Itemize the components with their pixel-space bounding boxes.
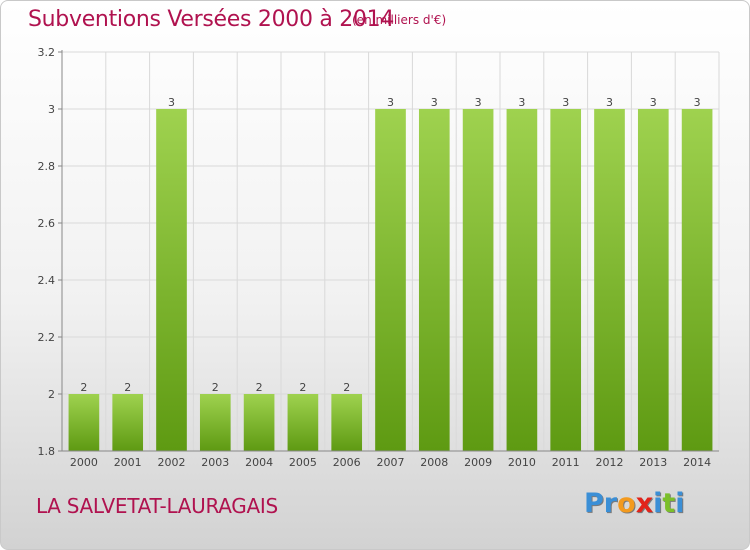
bar-2014[interactable] bbox=[681, 109, 713, 451]
data-label-2006: 2 bbox=[343, 381, 350, 394]
bar-2009[interactable] bbox=[462, 109, 494, 451]
data-label-2014: 3 bbox=[694, 96, 701, 109]
axes bbox=[58, 50, 719, 452]
bar-2003[interactable] bbox=[199, 394, 231, 451]
x-tick-label: 2002 bbox=[158, 456, 186, 469]
bar-2007[interactable] bbox=[375, 109, 406, 451]
x-tick-label: 2007 bbox=[377, 456, 405, 469]
x-tick-label: 2001 bbox=[114, 456, 142, 469]
y-tick-label: 2.8 bbox=[38, 160, 56, 173]
x-tick-label: 2009 bbox=[464, 456, 492, 469]
chart-title: Subventions Versées 2000 à 2014 bbox=[28, 7, 395, 32]
x-tick-label: 2000 bbox=[70, 456, 98, 469]
data-label-2004: 2 bbox=[256, 381, 263, 394]
logo-letter: r bbox=[603, 488, 618, 519]
y-tick-label: 2.4 bbox=[38, 274, 56, 287]
data-label-2013: 3 bbox=[650, 96, 657, 109]
logo-letter: x bbox=[635, 488, 654, 519]
y-tick-label: 3.2 bbox=[38, 46, 56, 59]
data-label-2010: 3 bbox=[518, 96, 525, 109]
data-label-2003: 2 bbox=[212, 381, 219, 394]
bar-2013[interactable] bbox=[637, 109, 669, 451]
chart-unit-subtitle: (en milliers d'€) bbox=[352, 13, 447, 27]
x-tick-label: 2004 bbox=[245, 456, 273, 469]
bar-2005[interactable] bbox=[287, 394, 319, 451]
x-tick-label: 2010 bbox=[508, 456, 536, 469]
bar-2008[interactable] bbox=[418, 109, 450, 451]
logo-letter: P bbox=[584, 488, 604, 519]
bar-2012[interactable] bbox=[594, 109, 625, 451]
x-tick-label: 2005 bbox=[289, 456, 317, 469]
x-tick-label: 2006 bbox=[333, 456, 361, 469]
x-tick-label: 2013 bbox=[639, 456, 667, 469]
bar-2011[interactable] bbox=[550, 109, 582, 451]
bar-2001[interactable] bbox=[112, 394, 144, 451]
logo-letter: o bbox=[617, 488, 636, 519]
x-tick-label: 2011 bbox=[552, 456, 580, 469]
y-tick-label: 2.2 bbox=[38, 331, 56, 344]
data-label-2005: 2 bbox=[299, 381, 306, 394]
x-tick-label: 2014 bbox=[683, 456, 711, 469]
data-label-2009: 3 bbox=[475, 96, 482, 109]
y-tick-label: 3 bbox=[48, 103, 55, 116]
x-tick-label: 2008 bbox=[420, 456, 448, 469]
bar-2010[interactable] bbox=[506, 109, 538, 451]
y-tick-label: 1.8 bbox=[38, 445, 56, 458]
data-label-2000: 2 bbox=[80, 381, 87, 394]
data-label-2008: 3 bbox=[431, 96, 438, 109]
y-tick-label: 2 bbox=[48, 388, 55, 401]
x-tick-label: 2012 bbox=[596, 456, 624, 469]
commune-name: LA SALVETAT-LAURAGAIS bbox=[36, 494, 278, 518]
data-label-2001: 2 bbox=[124, 381, 131, 394]
bar-2002[interactable] bbox=[156, 109, 187, 451]
logo-letter: i bbox=[653, 488, 663, 519]
data-label-2012: 3 bbox=[606, 96, 613, 109]
labels: 1.8 2 2.2 2.4 2.6 2.8 3 3.2 2 2000 2 2001 3 2002 2 2003… bbox=[38, 46, 712, 469]
x-tick-label: 2003 bbox=[201, 456, 229, 469]
data-label-2007: 3 bbox=[387, 96, 394, 109]
data-label-2011: 3 bbox=[562, 96, 569, 109]
logo-letter: i bbox=[675, 488, 685, 519]
bars bbox=[68, 109, 713, 451]
proxiti-logo[interactable]: Proxiti bbox=[584, 488, 685, 519]
logo-letter: t bbox=[662, 488, 676, 519]
y-tick-label: 2.6 bbox=[38, 217, 56, 230]
data-label-2002: 3 bbox=[168, 96, 175, 109]
bar-2006[interactable] bbox=[331, 394, 363, 451]
bar-2000[interactable] bbox=[68, 394, 100, 451]
bar-2004[interactable] bbox=[243, 394, 275, 451]
